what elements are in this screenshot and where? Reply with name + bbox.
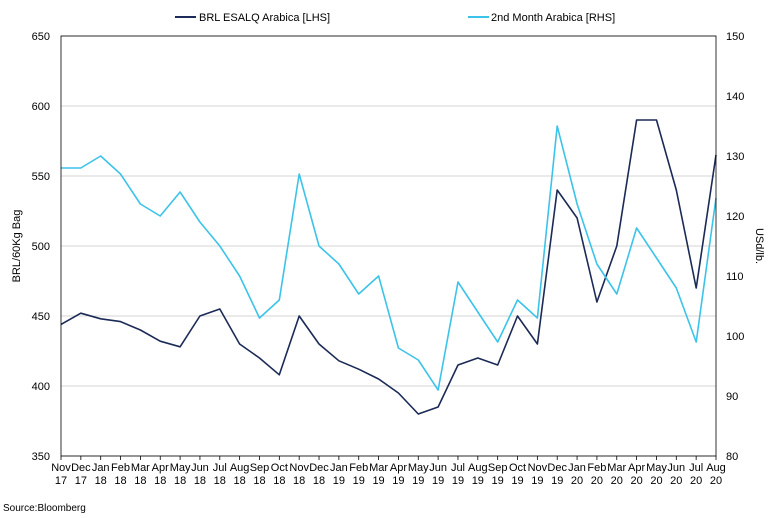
x-tick-month: Oct (271, 462, 288, 474)
x-tick-month: Nov (51, 462, 71, 474)
x-tick-year: 19 (412, 475, 424, 487)
left-tick-label: 450 (32, 311, 50, 323)
left-tick-label: 500 (32, 241, 50, 253)
legend: BRL ESALQ Arabica [LHS] 2nd Month Arabic… (175, 12, 615, 24)
x-tick-year: 19 (531, 475, 543, 487)
x-tick-month: Jan (568, 462, 586, 474)
x-axis-ticks: Nov17Dec17Jan18Feb18Mar18Apr18May18Jun18… (51, 456, 726, 487)
x-tick-month: Apr (152, 462, 169, 474)
x-tick-year: 19 (333, 475, 345, 487)
x-tick-month: Aug (230, 462, 250, 474)
x-tick-month: Aug (706, 462, 726, 474)
x-tick-year: 20 (591, 475, 603, 487)
x-tick-year: 18 (313, 475, 325, 487)
right-axis-ticks: 80 90 100 110 120 130 140 150 (726, 31, 744, 463)
right-tick-label: 100 (726, 331, 744, 343)
x-tick-year: 17 (55, 475, 67, 487)
right-tick-label: 140 (726, 91, 744, 103)
x-tick-year: 18 (194, 475, 206, 487)
x-tick-month: Nov (528, 462, 548, 474)
series-line-0 (60, 119, 717, 415)
left-tick-label: 600 (32, 101, 50, 113)
x-tick-month: Dec (547, 462, 567, 474)
x-tick-month: Oct (509, 462, 526, 474)
right-tick-label: 150 (726, 31, 744, 43)
x-tick-year: 20 (571, 475, 583, 487)
x-tick-month: May (170, 462, 191, 474)
right-tick-label: 120 (726, 211, 744, 223)
x-tick-month: Sep (488, 462, 508, 474)
x-tick-year: 18 (214, 475, 226, 487)
x-tick-year: 20 (690, 475, 702, 487)
series-lines (60, 119, 717, 415)
x-tick-month: Jun (429, 462, 447, 474)
x-tick-year: 17 (75, 475, 87, 487)
x-tick-month: Jul (689, 462, 703, 474)
legend-label-brl-esalq: BRL ESALQ Arabica [LHS] (199, 12, 330, 24)
x-tick-year: 18 (253, 475, 265, 487)
x-tick-month: Dec (309, 462, 329, 474)
right-tick-label: 90 (726, 391, 738, 403)
right-tick-label: 80 (726, 451, 738, 463)
x-tick-month: Jul (451, 462, 465, 474)
x-tick-year: 19 (432, 475, 444, 487)
series-line-1 (61, 125, 717, 391)
x-tick-year: 19 (353, 475, 365, 487)
x-tick-year: 18 (134, 475, 146, 487)
x-tick-year: 18 (154, 475, 166, 487)
x-tick-month: Aug (468, 462, 488, 474)
left-tick-label: 400 (32, 381, 50, 393)
x-tick-month: Mar (131, 462, 150, 474)
x-tick-month: Feb (111, 462, 130, 474)
grid-lines (61, 35, 716, 457)
left-axis-ticks: 350 400 450 500 550 600 650 (32, 31, 50, 463)
legend-label-2nd-month: 2nd Month Arabica [RHS] (491, 12, 615, 24)
plot-frame (60, 35, 717, 457)
x-tick-month: Feb (349, 462, 368, 474)
x-tick-year: 19 (511, 475, 523, 487)
x-tick-year: 18 (273, 475, 285, 487)
left-axis-title: BRL/60Kg Bag (11, 210, 23, 283)
x-tick-year: 19 (372, 475, 384, 487)
x-tick-month: Jun (667, 462, 685, 474)
x-tick-month: May (408, 462, 429, 474)
x-tick-year: 19 (392, 475, 404, 487)
right-tick-label: 130 (726, 151, 744, 163)
x-tick-month: Feb (587, 462, 606, 474)
left-tick-label: 650 (32, 31, 50, 43)
x-tick-month: Dec (71, 462, 91, 474)
x-tick-month: Jan (92, 462, 110, 474)
x-tick-month: Jun (191, 462, 209, 474)
x-tick-year: 20 (670, 475, 682, 487)
x-tick-year: 18 (95, 475, 107, 487)
x-tick-year: 19 (551, 475, 563, 487)
x-tick-month: Apr (390, 462, 407, 474)
x-tick-year: 18 (293, 475, 305, 487)
x-tick-year: 19 (492, 475, 504, 487)
right-tick-label: 110 (726, 271, 744, 283)
x-tick-year: 20 (611, 475, 623, 487)
x-tick-year: 19 (472, 475, 484, 487)
x-tick-month: Apr (628, 462, 645, 474)
x-tick-year: 18 (234, 475, 246, 487)
x-tick-year: 20 (710, 475, 722, 487)
left-tick-label: 550 (32, 171, 50, 183)
source-note: Source:Bloomberg (3, 503, 86, 514)
x-tick-month: Jul (213, 462, 227, 474)
x-tick-year: 18 (174, 475, 186, 487)
x-tick-month: Mar (369, 462, 388, 474)
x-tick-month: Sep (250, 462, 270, 474)
x-tick-year: 18 (114, 475, 126, 487)
x-tick-year: 20 (630, 475, 642, 487)
x-tick-month: Nov (289, 462, 309, 474)
x-tick-year: 19 (452, 475, 464, 487)
x-tick-month: Jan (330, 462, 348, 474)
x-tick-month: Mar (607, 462, 626, 474)
x-tick-year: 20 (650, 475, 662, 487)
right-axis-title: USd/lb. (753, 228, 765, 264)
left-tick-label: 350 (32, 451, 50, 463)
x-tick-month: May (646, 462, 667, 474)
